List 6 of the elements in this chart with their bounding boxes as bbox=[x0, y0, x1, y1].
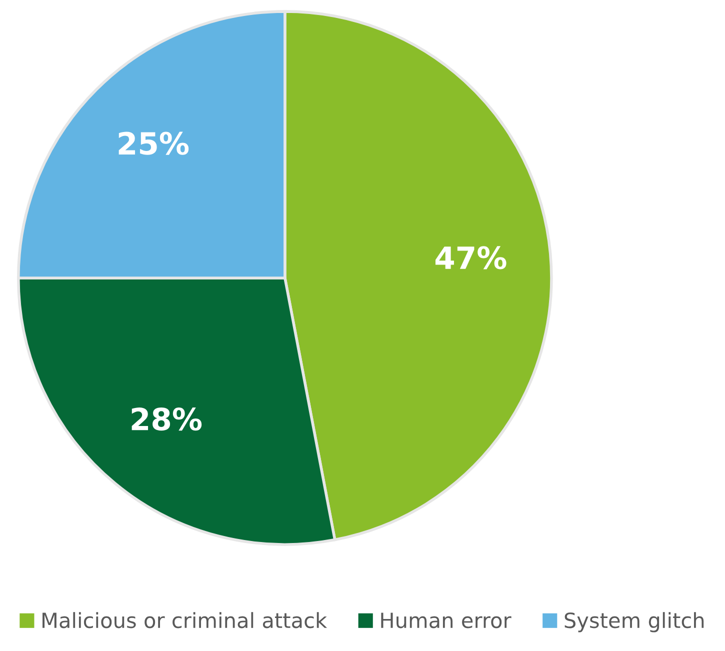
data-label: 47% bbox=[435, 246, 506, 270]
legend-label: Malicious or criminal attack bbox=[42, 612, 328, 628]
data-label: 25% bbox=[118, 132, 189, 155]
data-label: 28% bbox=[132, 407, 202, 431]
legend-label: System glitch bbox=[564, 612, 704, 632]
legend-label: Human error bbox=[381, 612, 512, 628]
